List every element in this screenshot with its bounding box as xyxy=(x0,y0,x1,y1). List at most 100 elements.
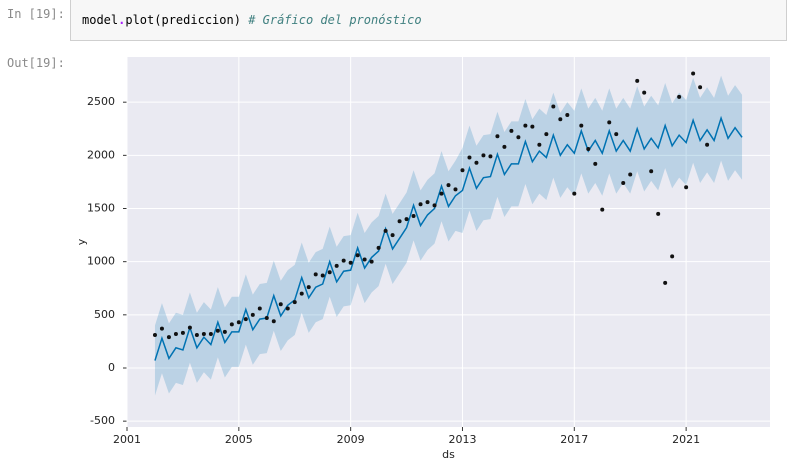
observed-point xyxy=(320,273,325,278)
observed-point xyxy=(705,142,710,147)
x-tick-label: 2009 xyxy=(337,433,365,446)
code-operator: . xyxy=(118,13,126,27)
observed-point xyxy=(467,155,472,160)
y-tick-label: 1500 xyxy=(87,202,115,215)
observed-point xyxy=(516,135,521,140)
x-tick-label: 2017 xyxy=(560,433,588,446)
observed-point xyxy=(509,128,514,133)
x-tick-label: 2021 xyxy=(672,433,700,446)
observed-point xyxy=(677,94,682,99)
out-prompt: Out[19]: xyxy=(7,56,65,70)
observed-point xyxy=(628,172,633,177)
observed-point xyxy=(215,328,220,333)
observed-point xyxy=(537,142,542,147)
observed-point xyxy=(292,300,297,305)
observed-point xyxy=(621,180,626,185)
code-call: plot(prediccion) xyxy=(125,13,241,27)
observed-point xyxy=(243,317,248,322)
observed-point xyxy=(369,259,374,264)
observed-point xyxy=(194,333,199,338)
observed-point xyxy=(586,146,591,151)
observed-point xyxy=(460,168,465,173)
uncertainty-band xyxy=(154,75,743,396)
observed-point xyxy=(642,90,647,95)
observed-point xyxy=(355,253,360,258)
observed-point xyxy=(376,245,381,250)
observed-point xyxy=(670,254,675,259)
observed-point xyxy=(250,312,255,317)
observed-point xyxy=(432,203,437,208)
observed-point xyxy=(166,335,171,340)
observed-point xyxy=(180,330,185,335)
y-tick-label: 1000 xyxy=(87,255,115,268)
observed-point xyxy=(411,213,416,218)
y-axis-label: y xyxy=(75,238,88,245)
y-tick-label: 2000 xyxy=(87,148,115,161)
observed-point xyxy=(656,211,661,216)
observed-point xyxy=(404,217,409,222)
y-tick-label: 0 xyxy=(108,361,115,374)
code-cell[interactable]: model.plot(prediccion) # Gráfico del pro… xyxy=(70,0,787,41)
observed-point xyxy=(390,233,395,238)
observed-point xyxy=(698,85,703,90)
observed-point xyxy=(257,306,262,311)
observed-point xyxy=(306,285,311,290)
observed-point xyxy=(418,202,423,207)
y-tick-label: 500 xyxy=(94,308,115,321)
x-tick-label: 2005 xyxy=(225,433,253,446)
observed-point xyxy=(383,228,388,233)
observed-point xyxy=(551,104,556,109)
x-axis-label: ds xyxy=(442,448,455,461)
observed-point xyxy=(523,123,528,128)
observed-point xyxy=(558,117,563,122)
observed-point xyxy=(502,144,507,149)
observed-point xyxy=(285,306,290,311)
observed-point xyxy=(229,322,234,327)
observed-point xyxy=(425,200,430,205)
y-tick-label: -500 xyxy=(90,414,115,427)
observed-point xyxy=(635,78,640,83)
observed-point xyxy=(488,154,493,159)
observed-point xyxy=(544,132,549,137)
observed-point xyxy=(278,302,283,307)
observed-point xyxy=(495,134,500,139)
forecast-line xyxy=(154,115,743,361)
observed-point xyxy=(474,160,479,165)
observed-point xyxy=(348,260,353,265)
plot-background xyxy=(127,57,770,427)
observed-point xyxy=(530,124,535,129)
observed-point xyxy=(397,219,402,224)
observed-point xyxy=(684,185,689,190)
observed-point xyxy=(649,169,654,174)
observed-point xyxy=(222,329,227,334)
code-comment: # Gráfico del pronóstico xyxy=(248,13,422,27)
observed-point xyxy=(453,187,458,192)
observed-point xyxy=(607,120,612,125)
observed-point xyxy=(201,331,206,336)
observed-point xyxy=(187,325,192,330)
observed-point xyxy=(208,331,213,336)
observed-point xyxy=(334,263,339,268)
in-prompt: In [19]: xyxy=(7,7,65,21)
observed-point xyxy=(572,191,577,196)
observed-point xyxy=(691,71,696,76)
observed-point xyxy=(236,320,241,325)
observed-point xyxy=(579,123,584,128)
observed-point xyxy=(600,207,605,212)
observed-point xyxy=(264,316,269,321)
observed-point xyxy=(663,280,668,285)
observed-point xyxy=(327,270,332,275)
observed-point xyxy=(271,319,276,324)
observed-point xyxy=(439,191,444,196)
observed-point xyxy=(593,161,598,166)
observed-point xyxy=(362,257,367,262)
observed-point xyxy=(341,258,346,263)
observed-point xyxy=(152,333,157,338)
observed-point xyxy=(299,291,304,296)
observed-point xyxy=(565,112,570,117)
observed-point xyxy=(313,272,318,277)
observed-point xyxy=(446,183,451,188)
observed-point xyxy=(159,326,164,331)
